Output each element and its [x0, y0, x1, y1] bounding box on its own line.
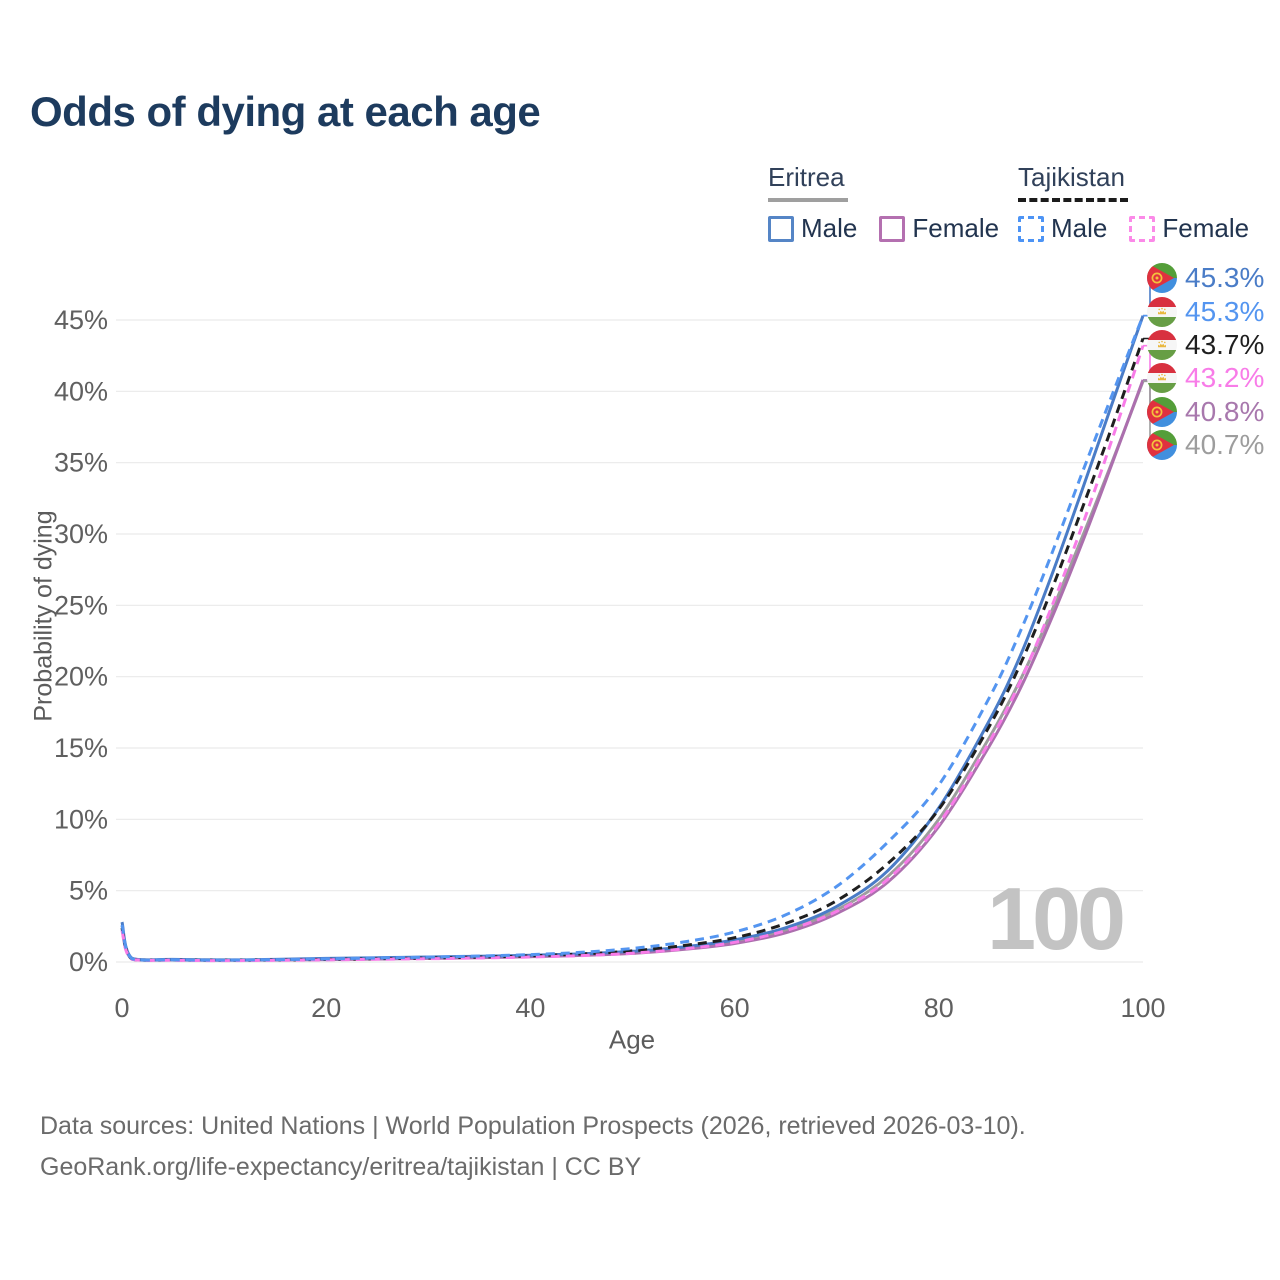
- series-line-eritrea_male[interactable]: [120, 315, 1145, 962]
- y-tick-label: 35%: [54, 448, 108, 478]
- x-tick-label: 40: [515, 993, 545, 1023]
- age-watermark: 100: [987, 869, 1126, 968]
- eritrea-flag-icon: [1147, 430, 1177, 460]
- tajikistan-male-swatch-icon: [1018, 215, 1044, 242]
- legend-item-label: Female: [1162, 213, 1250, 243]
- y-axis-title: Probability of dying: [29, 510, 58, 722]
- end-label-value: 43.2%: [1185, 362, 1265, 394]
- legend-country-tajikistan: Tajikistan: [1018, 162, 1125, 192]
- eritrea-flag-icon: [1147, 396, 1177, 427]
- end-label-value: 40.7%: [1185, 429, 1265, 460]
- y-tick-label: 45%: [54, 305, 108, 335]
- end-label-value: 40.8%: [1185, 395, 1265, 427]
- series-line-tajikistan_male[interactable]: [120, 315, 1145, 962]
- legend-item-label: Male: [1051, 213, 1108, 243]
- end-label-eritrea_both: 40.7%: [1147, 429, 1264, 462]
- end-label-eritrea_male: 45.3%: [1147, 262, 1264, 295]
- tajikistan-flag-icon: [1147, 363, 1177, 394]
- y-tick-label: 20%: [54, 662, 108, 692]
- eritrea-male-swatch-icon: [768, 215, 794, 242]
- end-label-tajikistan_male: 45.3%: [1147, 295, 1264, 328]
- solid-line-style-icon: [768, 198, 848, 202]
- dashed-line-style-icon: [1018, 198, 1128, 202]
- y-tick-label: 15%: [54, 733, 108, 763]
- y-tick-label: 0%: [69, 947, 108, 977]
- end-label-tajikistan_female: 43.2%: [1147, 362, 1264, 395]
- legend-item-tajikistan-female[interactable]: Female: [1129, 213, 1249, 244]
- attribution-text: GeoRank.org/life-expectancy/eritrea/taji…: [40, 1153, 642, 1181]
- legend-item-eritrea-female[interactable]: Female: [879, 213, 999, 244]
- x-tick-label: 0: [114, 993, 129, 1023]
- footer: Data sources: United Nations | World Pop…: [40, 1106, 1026, 1188]
- legend-group-tajikistan: Tajikistan Male Female: [1018, 162, 1249, 244]
- end-label-tajikistan_both: 43.7%: [1147, 329, 1264, 362]
- end-label-eritrea_female: 40.8%: [1147, 395, 1264, 428]
- legend-item-label: Female: [912, 213, 1000, 243]
- tajikistan-flag-icon: [1147, 330, 1177, 360]
- end-label-value: 45.3%: [1185, 262, 1265, 293]
- x-tick-label: 80: [924, 993, 954, 1023]
- legend-item-label: Male: [801, 213, 858, 243]
- eritrea-female-swatch-icon: [879, 215, 906, 242]
- end-label-value: 43.7%: [1185, 329, 1265, 360]
- legend-item-eritrea-male[interactable]: Male: [768, 213, 857, 244]
- y-tick-label: 25%: [54, 590, 108, 620]
- page-title: Odds of dying at each age: [30, 88, 541, 135]
- x-tick-label: 20: [311, 993, 341, 1023]
- x-tick-label: 100: [1120, 993, 1165, 1023]
- series-line-tajikistan_both[interactable]: [120, 338, 1145, 962]
- eritrea-flag-icon: [1147, 263, 1177, 293]
- tajikistan-female-swatch-icon: [1129, 215, 1156, 242]
- data-sources-text: Data sources: United Nations | World Pop…: [40, 1112, 1026, 1140]
- y-tick-label: 30%: [54, 519, 108, 549]
- y-tick-label: 5%: [69, 876, 108, 906]
- legend-item-tajikistan-male[interactable]: Male: [1018, 213, 1107, 244]
- tajikistan-flag-icon: [1147, 296, 1177, 327]
- end-label-value: 45.3%: [1185, 295, 1265, 327]
- y-tick-label: 10%: [54, 804, 108, 834]
- legend-country-eritrea: Eritrea: [768, 162, 845, 192]
- legend-group-eritrea: Eritrea Male Female: [768, 162, 999, 244]
- y-tick-label: 40%: [54, 376, 108, 406]
- x-axis-title: Age: [608, 1024, 656, 1055]
- x-tick-label: 60: [720, 993, 750, 1023]
